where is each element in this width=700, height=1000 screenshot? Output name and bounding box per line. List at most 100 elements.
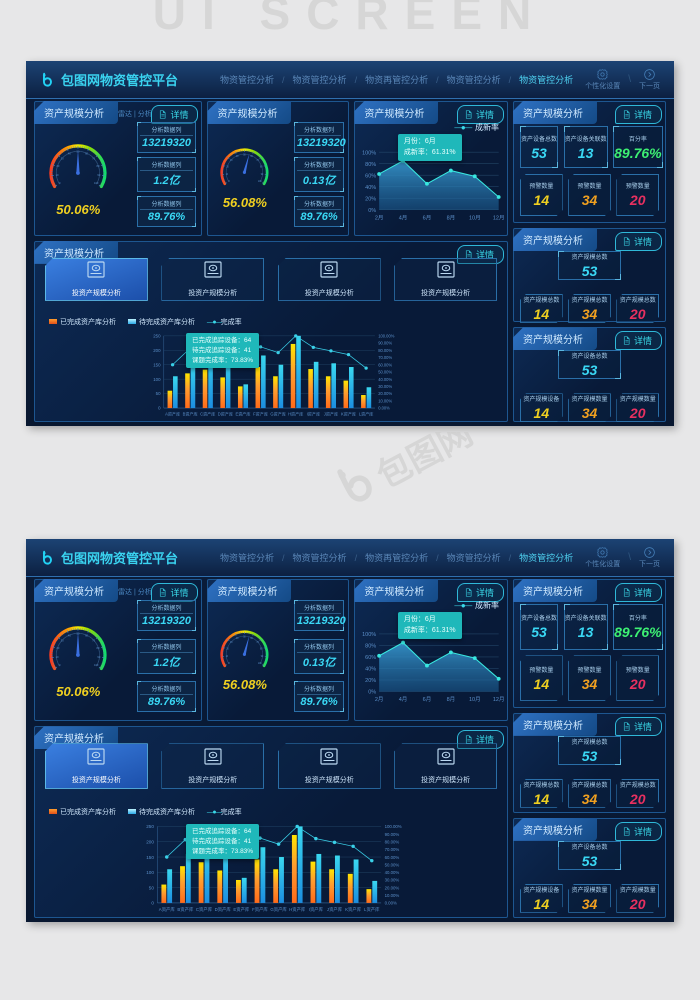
svg-text:I资产库: I资产库 [309, 907, 324, 914]
svg-text:90: 90 [261, 656, 264, 658]
svg-text:90: 90 [261, 174, 264, 176]
svg-text:0%: 0% [369, 690, 377, 696]
svg-text:K资产库: K资产库 [345, 907, 362, 914]
svg-text:90.00%: 90.00% [378, 341, 392, 346]
svg-text:0: 0 [59, 181, 61, 185]
svg-text:C资产库: C资产库 [200, 411, 215, 417]
svg-text:250: 250 [146, 825, 154, 830]
svg-text:0: 0 [229, 663, 231, 665]
svg-text:40.00%: 40.00% [385, 871, 400, 876]
svg-text:10: 10 [56, 173, 59, 177]
svg-text:40: 40 [68, 151, 71, 155]
svg-text:60%: 60% [366, 655, 377, 661]
svg-text:H资产库: H资产库 [289, 907, 306, 914]
svg-text:40: 40 [68, 633, 71, 637]
svg-text:30: 30 [230, 161, 233, 163]
svg-text:I资产库: I资产库 [307, 411, 320, 417]
svg-text:0: 0 [158, 406, 161, 411]
svg-text:4月: 4月 [399, 214, 408, 221]
svg-text:G资产库: G资产库 [270, 907, 287, 914]
svg-text:20.00%: 20.00% [378, 391, 392, 396]
svg-text:10月: 10月 [469, 214, 481, 221]
svg-text:30: 30 [230, 642, 233, 644]
svg-text:10.00%: 10.00% [385, 893, 400, 898]
svg-text:A资产库: A资产库 [159, 907, 176, 914]
svg-text:20: 20 [227, 167, 230, 169]
svg-text:70.00%: 70.00% [378, 355, 392, 360]
svg-text:8月: 8月 [447, 214, 456, 221]
svg-text:0: 0 [151, 901, 154, 906]
svg-text:10.00%: 10.00% [378, 398, 392, 403]
svg-text:100: 100 [146, 871, 154, 876]
svg-text:10: 10 [226, 656, 229, 658]
svg-text:30.00%: 30.00% [385, 878, 400, 883]
svg-text:B资产库: B资产库 [183, 411, 198, 417]
svg-text:20: 20 [57, 164, 60, 168]
svg-text:100%: 100% [362, 150, 376, 156]
svg-text:20%: 20% [366, 678, 377, 684]
svg-text:90: 90 [98, 655, 101, 659]
svg-text:30.00%: 30.00% [378, 384, 392, 389]
svg-text:A资产库: A资产库 [165, 411, 180, 417]
svg-text:0: 0 [59, 663, 61, 667]
svg-text:L资产库: L资产库 [364, 907, 380, 914]
svg-text:D资产库: D资产库 [218, 411, 233, 417]
svg-text:L资产库: L资产库 [359, 411, 374, 417]
svg-text:150: 150 [146, 855, 154, 860]
svg-text:E资产库: E资产库 [233, 907, 250, 914]
svg-text:G资产库: G资产库 [270, 411, 285, 417]
svg-text:20: 20 [227, 649, 230, 651]
svg-text:80%: 80% [366, 644, 377, 650]
svg-text:100.00%: 100.00% [385, 825, 402, 830]
svg-text:100%: 100% [362, 632, 376, 638]
svg-text:70.00%: 70.00% [385, 848, 400, 853]
svg-text:150: 150 [153, 362, 161, 367]
svg-text:D资产库: D资产库 [215, 907, 232, 914]
svg-text:2月: 2月 [375, 214, 384, 221]
svg-text:C资产库: C资产库 [196, 907, 213, 914]
svg-text:80: 80 [97, 164, 100, 168]
svg-text:100.00%: 100.00% [378, 334, 395, 339]
svg-text:40%: 40% [366, 185, 377, 191]
svg-text:80%: 80% [366, 162, 377, 168]
svg-text:100: 100 [258, 663, 262, 665]
svg-text:250: 250 [153, 334, 161, 339]
svg-text:90.00%: 90.00% [385, 832, 400, 837]
svg-text:20.00%: 20.00% [385, 886, 400, 891]
svg-text:12月: 12月 [493, 214, 505, 221]
svg-text:0%: 0% [369, 208, 377, 214]
svg-text:10: 10 [226, 174, 229, 176]
svg-text:8月: 8月 [447, 696, 456, 703]
svg-text:20%: 20% [366, 196, 377, 202]
svg-text:40%: 40% [366, 667, 377, 673]
svg-text:10: 10 [56, 655, 59, 659]
svg-text:H资产库: H资产库 [288, 411, 303, 417]
svg-text:50: 50 [244, 637, 247, 639]
svg-text:80: 80 [97, 646, 100, 650]
svg-text:E资产库: E资产库 [235, 411, 250, 417]
svg-text:0: 0 [229, 181, 231, 183]
svg-text:2月: 2月 [375, 696, 384, 703]
svg-text:50.00%: 50.00% [385, 863, 400, 868]
svg-text:包图网: 包图网 [371, 432, 479, 496]
svg-text:100: 100 [153, 377, 161, 382]
svg-text:60.00%: 60.00% [378, 362, 392, 367]
svg-text:80.00%: 80.00% [378, 348, 392, 353]
svg-text:F资产库: F资产库 [252, 907, 268, 914]
svg-text:200: 200 [146, 840, 154, 845]
svg-text:10月: 10月 [469, 696, 481, 703]
svg-text:6月: 6月 [423, 214, 432, 221]
svg-text:12月: 12月 [493, 696, 505, 703]
svg-text:50: 50 [244, 155, 247, 157]
svg-text:B资产库: B资产库 [177, 907, 194, 914]
svg-text:0.00%: 0.00% [385, 901, 397, 906]
svg-text:4月: 4月 [399, 696, 408, 703]
svg-text:60%: 60% [366, 173, 377, 179]
svg-text:J资产库: J资产库 [327, 907, 343, 914]
svg-text:50.00%: 50.00% [378, 370, 392, 375]
svg-text:100: 100 [94, 663, 99, 667]
svg-text:6月: 6月 [423, 696, 432, 703]
svg-text:80.00%: 80.00% [385, 840, 400, 845]
svg-text:80: 80 [260, 649, 263, 651]
svg-text:20: 20 [57, 646, 60, 650]
